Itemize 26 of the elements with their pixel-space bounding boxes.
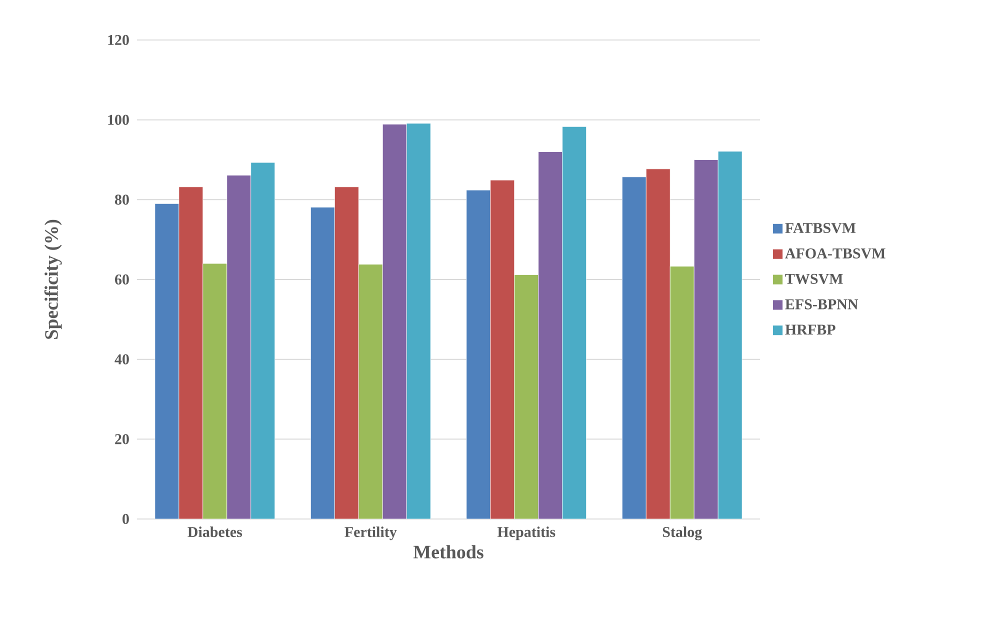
y-tick-label: 20: [115, 434, 129, 444]
legend-label: AFOA-TBSVM: [785, 248, 886, 259]
bar: [226, 175, 252, 519]
bar: [202, 263, 228, 519]
x-tick-label: Fertility: [344, 526, 397, 540]
bar: [358, 264, 383, 519]
legend-label: HRFBP: [785, 324, 836, 335]
y-tick-label: 80: [114, 194, 129, 205]
y-tick-label: 100: [108, 114, 129, 125]
x-tick-label: Hepatitis: [497, 526, 556, 540]
bar: [514, 274, 539, 519]
y-tick-label: 0: [122, 514, 129, 524]
x-tick-label: Stalog: [662, 526, 702, 540]
legend-label: FATBSVM: [785, 222, 856, 234]
y-tick-label: 40: [114, 354, 129, 364]
y-tick-label: 120: [108, 34, 129, 46]
y-tick-label: 60: [114, 274, 129, 285]
x-tick-label: Diabetes: [188, 526, 242, 538]
legend-label: EFS-BPNN: [785, 299, 858, 310]
bar: [670, 266, 694, 519]
x-axis-title: Methods: [413, 545, 484, 558]
bar: [538, 152, 563, 519]
legend-label: TWSVM: [785, 274, 843, 284]
bar: [694, 160, 718, 519]
y-axis-title: Specificity (%): [44, 220, 62, 339]
bar: [382, 124, 407, 519]
